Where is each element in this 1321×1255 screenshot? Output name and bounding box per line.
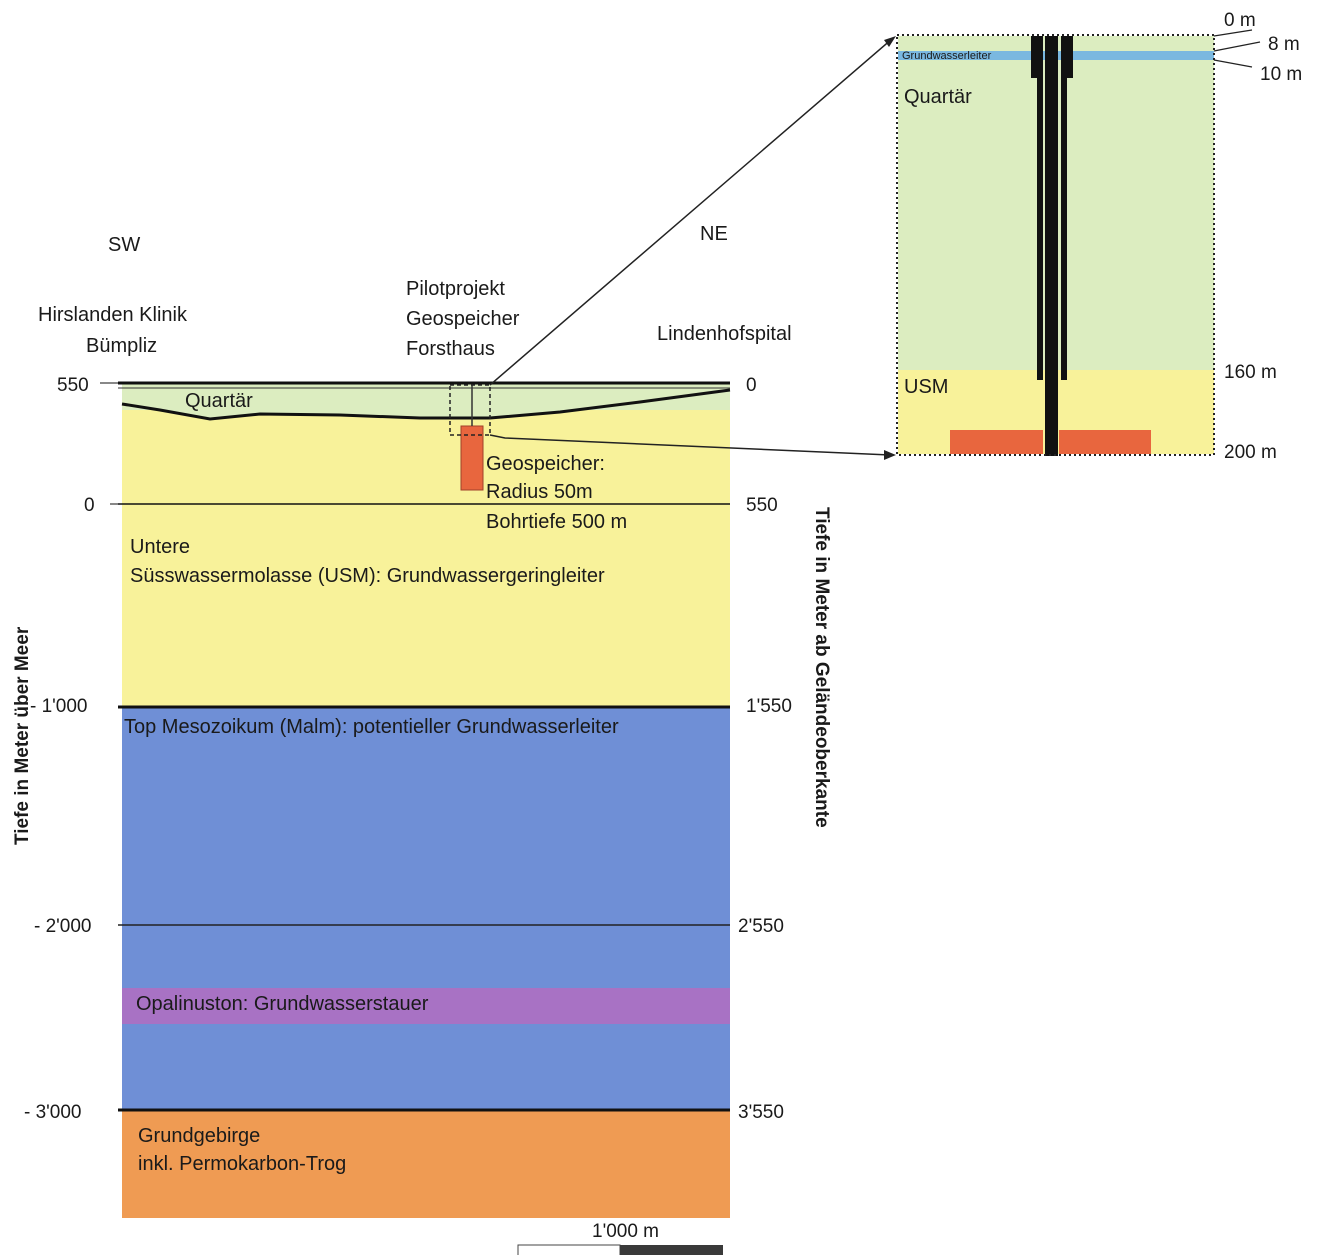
inset-frame [896, 34, 1215, 456]
left-tick-label-550: 550 [57, 375, 89, 396]
direction-sw: SW [108, 234, 140, 256]
label-usm-line2: Süsswassermolasse (USM): Grundwassergeri… [130, 565, 605, 587]
zoom-arrow-top [884, 36, 896, 47]
right-tick-label-550: 550 [746, 495, 778, 516]
inset-aquifer-label: Grundwasserleiter [902, 50, 992, 62]
quartaer-base-line [121, 388, 731, 421]
inset-usm-label: USM [904, 376, 948, 398]
inset-depth-160m: 160 m [1224, 362, 1277, 383]
label-opalinus: Opalinuston: Grundwasserstauer [136, 993, 429, 1015]
scale-bar-dark [620, 1245, 723, 1255]
zoom-connector-top [489, 37, 894, 386]
site-center-line2: Geospeicher [406, 308, 520, 330]
layer-quartaer-fill [122, 384, 730, 419]
inset-pointer-10m [1213, 59, 1253, 68]
label-malm: Top Mesozoikum (Malm): potentieller Grun… [124, 716, 619, 738]
scale-bar-white [517, 1244, 621, 1255]
left-tick-label-1000: - 1'000 [30, 696, 88, 717]
inset-inner-casing-right [1061, 36, 1067, 380]
geospeicher-label-line2: Radius 50m [486, 481, 593, 503]
site-right: Lindenhofspital [657, 323, 792, 345]
layer-malm [122, 707, 730, 1111]
inset-pointer-0m [1213, 29, 1253, 37]
scale-bar-label: 1'000 m [592, 1221, 659, 1242]
inset-geospeicher-left [950, 430, 1043, 454]
site-center-line3: Forsthaus [406, 338, 495, 360]
inset-depth-8m: 8 m [1268, 34, 1300, 55]
direction-ne: NE [700, 223, 728, 245]
zoom-arrow-bottom [884, 450, 896, 460]
site-center-line1: Pilotprojekt [406, 278, 505, 300]
layer-grundgebirge [122, 1111, 730, 1218]
inset-pointer-8m [1213, 41, 1261, 52]
left-tick-label-2000: - 2'000 [34, 916, 92, 937]
layer-usm [122, 410, 730, 707]
inset-depth-0m: 0 m [1224, 10, 1256, 31]
right-tick-label-0: 0 [746, 375, 757, 396]
zoom-box [449, 384, 491, 436]
left-tick-label-3000: - 3'000 [24, 1102, 82, 1123]
geospeicher-label-line3: Bohrtiefe 500 m [486, 511, 627, 533]
geospeicher-label-line1: Geospeicher: [486, 453, 605, 475]
inset-quartaer-label: Quartär [904, 86, 972, 108]
zoom-connector-bottom [489, 434, 891, 456]
inset-geospeicher-right [1059, 430, 1151, 454]
inset-depth-200m: 200 m [1224, 442, 1277, 463]
left-tick-label-0: 0 [84, 495, 95, 516]
label-usm-line1: Untere [130, 536, 190, 558]
inset-casing-right [1065, 36, 1073, 78]
right-tick-label-1550: 1'550 [746, 696, 792, 717]
layer-opalinus [122, 988, 730, 1024]
inset-borehole [1045, 36, 1058, 456]
site-left-line2: Bümpliz [86, 335, 157, 357]
right-tick-label-3550: 3'550 [738, 1102, 784, 1123]
label-grund-line1: Grundgebirge [138, 1125, 260, 1147]
left-axis-title: Tiefe in Meter über Meer [12, 626, 33, 845]
inset-inner-casing-left [1037, 36, 1043, 380]
site-left-line1: Hirslanden Klinik [38, 304, 188, 326]
right-axis-title: Tiefe in Meter ab Geländeoberkante [811, 507, 832, 828]
right-tick-label-2550: 2'550 [738, 916, 784, 937]
inset-depth-10m: 10 m [1260, 64, 1302, 85]
inset-casing-left [1031, 36, 1039, 78]
label-grund-line2: inkl. Permokarbon-Trog [138, 1153, 346, 1175]
label-quartaer: Quartär [185, 390, 253, 412]
